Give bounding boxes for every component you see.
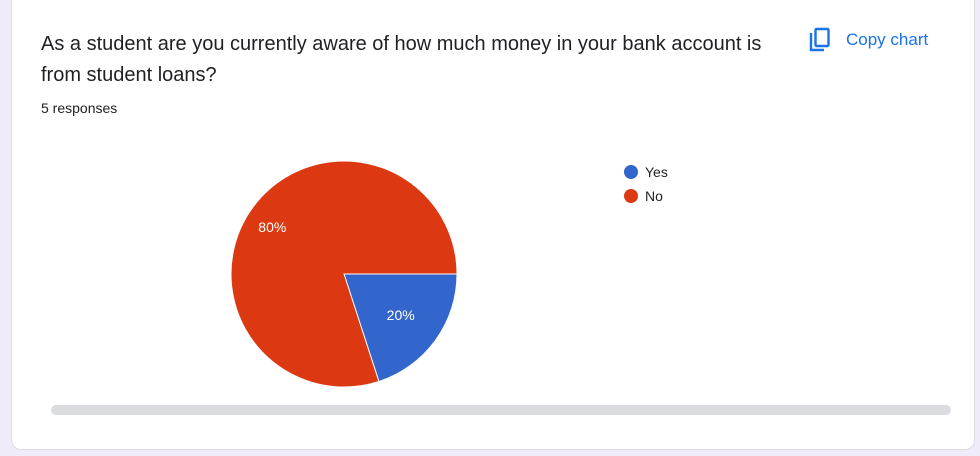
pie-slice-yes[interactable] bbox=[343, 273, 458, 383]
slice-label: 80% bbox=[258, 219, 286, 235]
copy-chart-label: Copy chart bbox=[846, 30, 929, 49]
legend-item-no[interactable]: No bbox=[624, 184, 668, 208]
legend-dot bbox=[624, 165, 638, 179]
legend: Yes No bbox=[624, 160, 668, 208]
legend-dot bbox=[624, 189, 638, 203]
legend-label: No bbox=[645, 188, 663, 204]
copy-icon bbox=[809, 27, 830, 52]
legend-label: Yes bbox=[645, 164, 668, 180]
chart-card bbox=[11, 0, 975, 450]
horizontal-scrollbar[interactable] bbox=[51, 405, 951, 415]
legend-item-yes[interactable]: Yes bbox=[624, 160, 668, 184]
copy-chart-button[interactable]: Copy chart bbox=[808, 27, 928, 53]
question-title: As a student are you currently aware of … bbox=[41, 33, 762, 86]
slice-label: 20% bbox=[387, 307, 415, 323]
response-count: 5 responses bbox=[41, 100, 118, 116]
pie-slice-no[interactable] bbox=[230, 160, 458, 388]
